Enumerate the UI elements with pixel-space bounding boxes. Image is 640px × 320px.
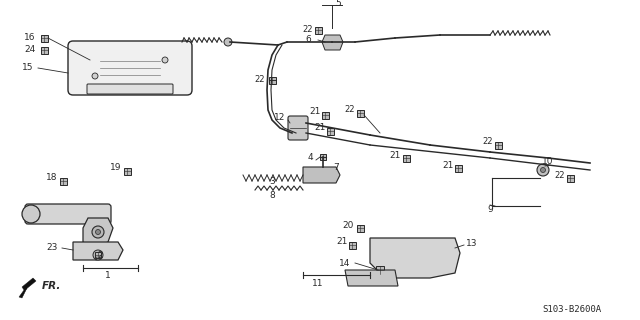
Text: 22: 22 (483, 138, 493, 147)
Text: 24: 24 (24, 45, 36, 54)
Bar (40, 46, 47, 53)
Polygon shape (370, 238, 460, 278)
Text: 3: 3 (269, 178, 275, 187)
Text: 18: 18 (46, 173, 58, 182)
Text: 15: 15 (22, 63, 34, 73)
FancyBboxPatch shape (68, 41, 192, 95)
Circle shape (22, 205, 40, 223)
Bar (454, 164, 461, 172)
Text: 11: 11 (312, 278, 324, 287)
Circle shape (93, 250, 103, 260)
Text: 22: 22 (555, 171, 565, 180)
Text: 16: 16 (24, 34, 36, 43)
Bar (60, 178, 67, 185)
Text: 6: 6 (305, 36, 311, 44)
Bar (314, 27, 321, 34)
Circle shape (541, 167, 545, 172)
Polygon shape (303, 167, 340, 183)
Text: 23: 23 (46, 244, 58, 252)
Text: 2: 2 (97, 251, 103, 260)
Text: 19: 19 (110, 164, 122, 172)
FancyBboxPatch shape (25, 204, 111, 224)
Text: 20: 20 (342, 220, 354, 229)
Text: 21: 21 (336, 237, 348, 246)
Circle shape (92, 226, 104, 238)
Bar (326, 127, 333, 134)
Text: 13: 13 (467, 238, 477, 247)
Text: 7: 7 (333, 164, 339, 172)
Bar (356, 109, 364, 116)
Circle shape (95, 229, 100, 235)
Bar (269, 76, 275, 84)
Polygon shape (345, 270, 398, 286)
Text: 8: 8 (269, 191, 275, 201)
Text: 10: 10 (542, 157, 554, 166)
Text: 21: 21 (314, 124, 326, 132)
Bar (124, 167, 131, 174)
Bar (40, 35, 47, 42)
Bar (566, 174, 573, 181)
Text: 9: 9 (487, 205, 493, 214)
Bar (495, 141, 502, 148)
Bar (95, 252, 101, 258)
Polygon shape (73, 242, 123, 260)
FancyBboxPatch shape (87, 84, 173, 94)
Polygon shape (83, 218, 113, 248)
Text: 5: 5 (335, 0, 341, 7)
Text: 22: 22 (255, 76, 265, 84)
Text: 21: 21 (389, 150, 401, 159)
Circle shape (162, 57, 168, 63)
Text: S103-B2600A: S103-B2600A (543, 306, 602, 315)
Bar (376, 266, 384, 274)
Text: FR.: FR. (42, 281, 61, 291)
Text: 22: 22 (303, 26, 313, 35)
Text: 21: 21 (309, 108, 321, 116)
Text: 21: 21 (442, 161, 454, 170)
Polygon shape (322, 35, 343, 50)
Bar (349, 242, 355, 249)
Circle shape (537, 164, 549, 176)
Text: 4: 4 (307, 154, 313, 163)
FancyBboxPatch shape (288, 116, 308, 140)
Text: 1: 1 (105, 271, 111, 281)
Text: 22: 22 (345, 106, 355, 115)
Bar (356, 225, 364, 231)
Circle shape (224, 38, 232, 46)
Bar (321, 111, 328, 118)
Bar (403, 155, 410, 162)
Bar (320, 154, 326, 160)
Circle shape (92, 73, 98, 79)
Text: 14: 14 (339, 259, 351, 268)
Text: 12: 12 (275, 114, 285, 123)
Polygon shape (19, 278, 36, 298)
